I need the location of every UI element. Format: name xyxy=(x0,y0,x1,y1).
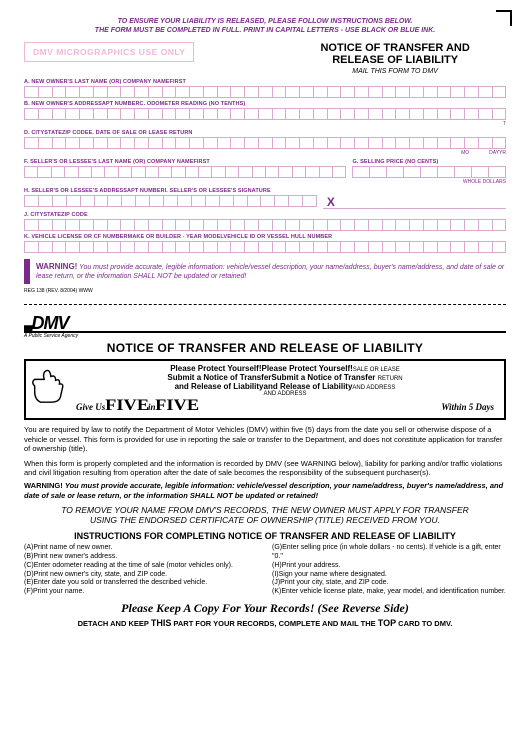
boxes-b[interactable] xyxy=(24,108,506,120)
dmv-logo: ▄DMV xyxy=(24,315,506,333)
lower-title: NOTICE OF TRANSFER AND RELEASE OF LIABIL… xyxy=(24,341,506,355)
callout-l3: and Release of Liabilityand Release of L… xyxy=(70,382,500,391)
boxes-d[interactable] xyxy=(24,137,506,149)
instr-i: (I)Sign your name where designated. xyxy=(272,571,506,580)
mail-subtitle: MAIL THIS FORM TO DMV xyxy=(284,68,506,75)
give-us: Give Us xyxy=(76,402,105,412)
boxes-j[interactable] xyxy=(24,219,506,231)
detach-line: DETACH AND KEEP THIS PART FOR YOUR RECOR… xyxy=(24,618,506,628)
paragraph-1: You are required by law to notify the De… xyxy=(24,425,506,453)
signature-line[interactable]: X xyxy=(323,195,506,209)
warning-text-2: You must provide accurate, legible infor… xyxy=(24,481,503,499)
page: TO ENSURE YOUR LIABILITY IS RELEASED, PL… xyxy=(0,0,530,638)
instr-b: (B)Print new owner's address. xyxy=(24,553,258,562)
keep-copy: Please Keep A Copy For Your Records! (Se… xyxy=(24,601,506,616)
reg-line: REG 138 (REV. 8/2004) WWW xyxy=(24,288,506,294)
callout-l2: Submit a Notice of TransferSubmit a Noti… xyxy=(70,373,500,382)
perforation-line xyxy=(24,304,506,305)
instr-a: (A)Print name of new owner. xyxy=(24,544,258,553)
five-2: FIVE xyxy=(155,397,199,415)
warning-label-2: WARNING! xyxy=(24,481,63,490)
row-fg: F. SELLER'S OR LESSEE'S LAST NAME (OR) C… xyxy=(24,156,506,185)
instr-j: (J)Print your city, state, and ZIP code. xyxy=(272,579,506,588)
label-b: B. NEW OWNER'S ADDRESSAPT NUMBERC. ODOME… xyxy=(24,101,506,107)
boxes-a[interactable] xyxy=(24,86,506,98)
paragraph-2: When this form is properly completed and… xyxy=(24,459,506,478)
label-g: G. SELLING PRICE (NO CENTS) xyxy=(352,159,506,165)
label-k: K. VEHICLE LICENSE OR CF NUMBERMAKE OR B… xyxy=(24,234,506,240)
boxes-h[interactable] xyxy=(24,195,317,207)
instr-line-2: THE FORM MUST BE COMPLETED IN FULL. PRIN… xyxy=(24,27,506,36)
instr-g: (G)Enter selling price (in whole dollars… xyxy=(272,544,506,562)
label-d: D. CITYSTATEZIP CODEE. DATE OF SALE OR L… xyxy=(24,130,506,136)
removal-note: TO REMOVE YOUR NAME FROM DMV'S RECORDS, … xyxy=(24,505,506,525)
instr-c: (C)Enter odometer reading at the time of… xyxy=(24,562,258,571)
label-a: A. NEW OWNER'S LAST NAME (OR) COMPANY NA… xyxy=(24,79,506,85)
within-5-days: Within 5 Days xyxy=(441,402,494,412)
title-line-2: RELEASE OF LIABILITY xyxy=(284,54,506,67)
col-right: (G)Enter selling price (in whole dollars… xyxy=(272,544,506,597)
instr-d: (D)Print new owner's city, state, and ZI… xyxy=(24,571,258,580)
instr-h-item: (H)Print your address. xyxy=(272,562,506,571)
label-f: F. SELLER'S OR LESSEE'S LAST NAME (OR) C… xyxy=(24,159,346,165)
give-us-five: Give Us FIVE in FIVE Within 5 Days xyxy=(70,397,500,415)
callout-l1: Please Protect Yourself!Please Protect Y… xyxy=(70,364,500,373)
whole-dollars-tag: WHOLE DOLLARS xyxy=(352,179,506,185)
t-tag: T xyxy=(24,121,506,127)
title-line-1: NOTICE OF TRANSFER AND xyxy=(284,42,506,55)
boxes-g[interactable] xyxy=(352,166,506,178)
instr-f: (F)Print your name. xyxy=(24,588,258,597)
removal-2: USING THE ENDORSED CERTIFICATE OF OWNERS… xyxy=(24,515,506,525)
dmv-tagline: A Public Service Agency xyxy=(24,333,506,339)
instr-line-1: TO ENSURE YOUR LIABILITY IS RELEASED, PL… xyxy=(24,18,506,27)
instr-e: (E)Enter date you sold or transferred th… xyxy=(24,579,258,588)
row-h: X xyxy=(24,195,506,209)
callout-box: Please Protect Yourself!Please Protect Y… xyxy=(24,359,506,420)
label-h: H. SELLER'S OR LESSEE'S ADDRESSAPT NUMBE… xyxy=(24,188,506,194)
instruction-columns: (A)Print name of new owner. (B)Print new… xyxy=(24,544,506,597)
instr-k: (K)Enter vehicle license plate, make, ye… xyxy=(272,588,506,597)
removal-1: TO REMOVE YOUR NAME FROM DMV'S RECORDS, … xyxy=(24,505,506,515)
warning-label-1: WARNING! xyxy=(36,262,77,271)
top-instructions: TO ENSURE YOUR LIABILITY IS RELEASED, PL… xyxy=(24,18,506,36)
warning-top: WARNING! You must provide accurate, legi… xyxy=(24,259,506,285)
warning-lower: WARNING! You must provide accurate, legi… xyxy=(24,481,506,500)
signature-x: X xyxy=(327,195,335,209)
boxes-f[interactable] xyxy=(24,166,346,178)
boxes-k[interactable] xyxy=(24,241,506,253)
micrographics-box: DMV MICROGRAPHICS USE ONLY xyxy=(24,42,194,62)
instructions-heading: INSTRUCTIONS FOR COMPLETING NOTICE OF TR… xyxy=(24,531,506,541)
title-block: NOTICE OF TRANSFER AND RELEASE OF LIABIL… xyxy=(284,42,506,75)
label-j: J. CITYSTATEZIP CODE xyxy=(24,212,506,218)
five-1: FIVE xyxy=(105,397,149,415)
header-row: DMV MICROGRAPHICS USE ONLY NOTICE OF TRA… xyxy=(24,42,506,75)
corner-crop-mark xyxy=(496,10,512,26)
col-left: (A)Print name of new owner. (B)Print new… xyxy=(24,544,258,597)
warning-text-1: You must provide accurate, legible infor… xyxy=(36,264,504,280)
hand-icon xyxy=(29,367,67,405)
